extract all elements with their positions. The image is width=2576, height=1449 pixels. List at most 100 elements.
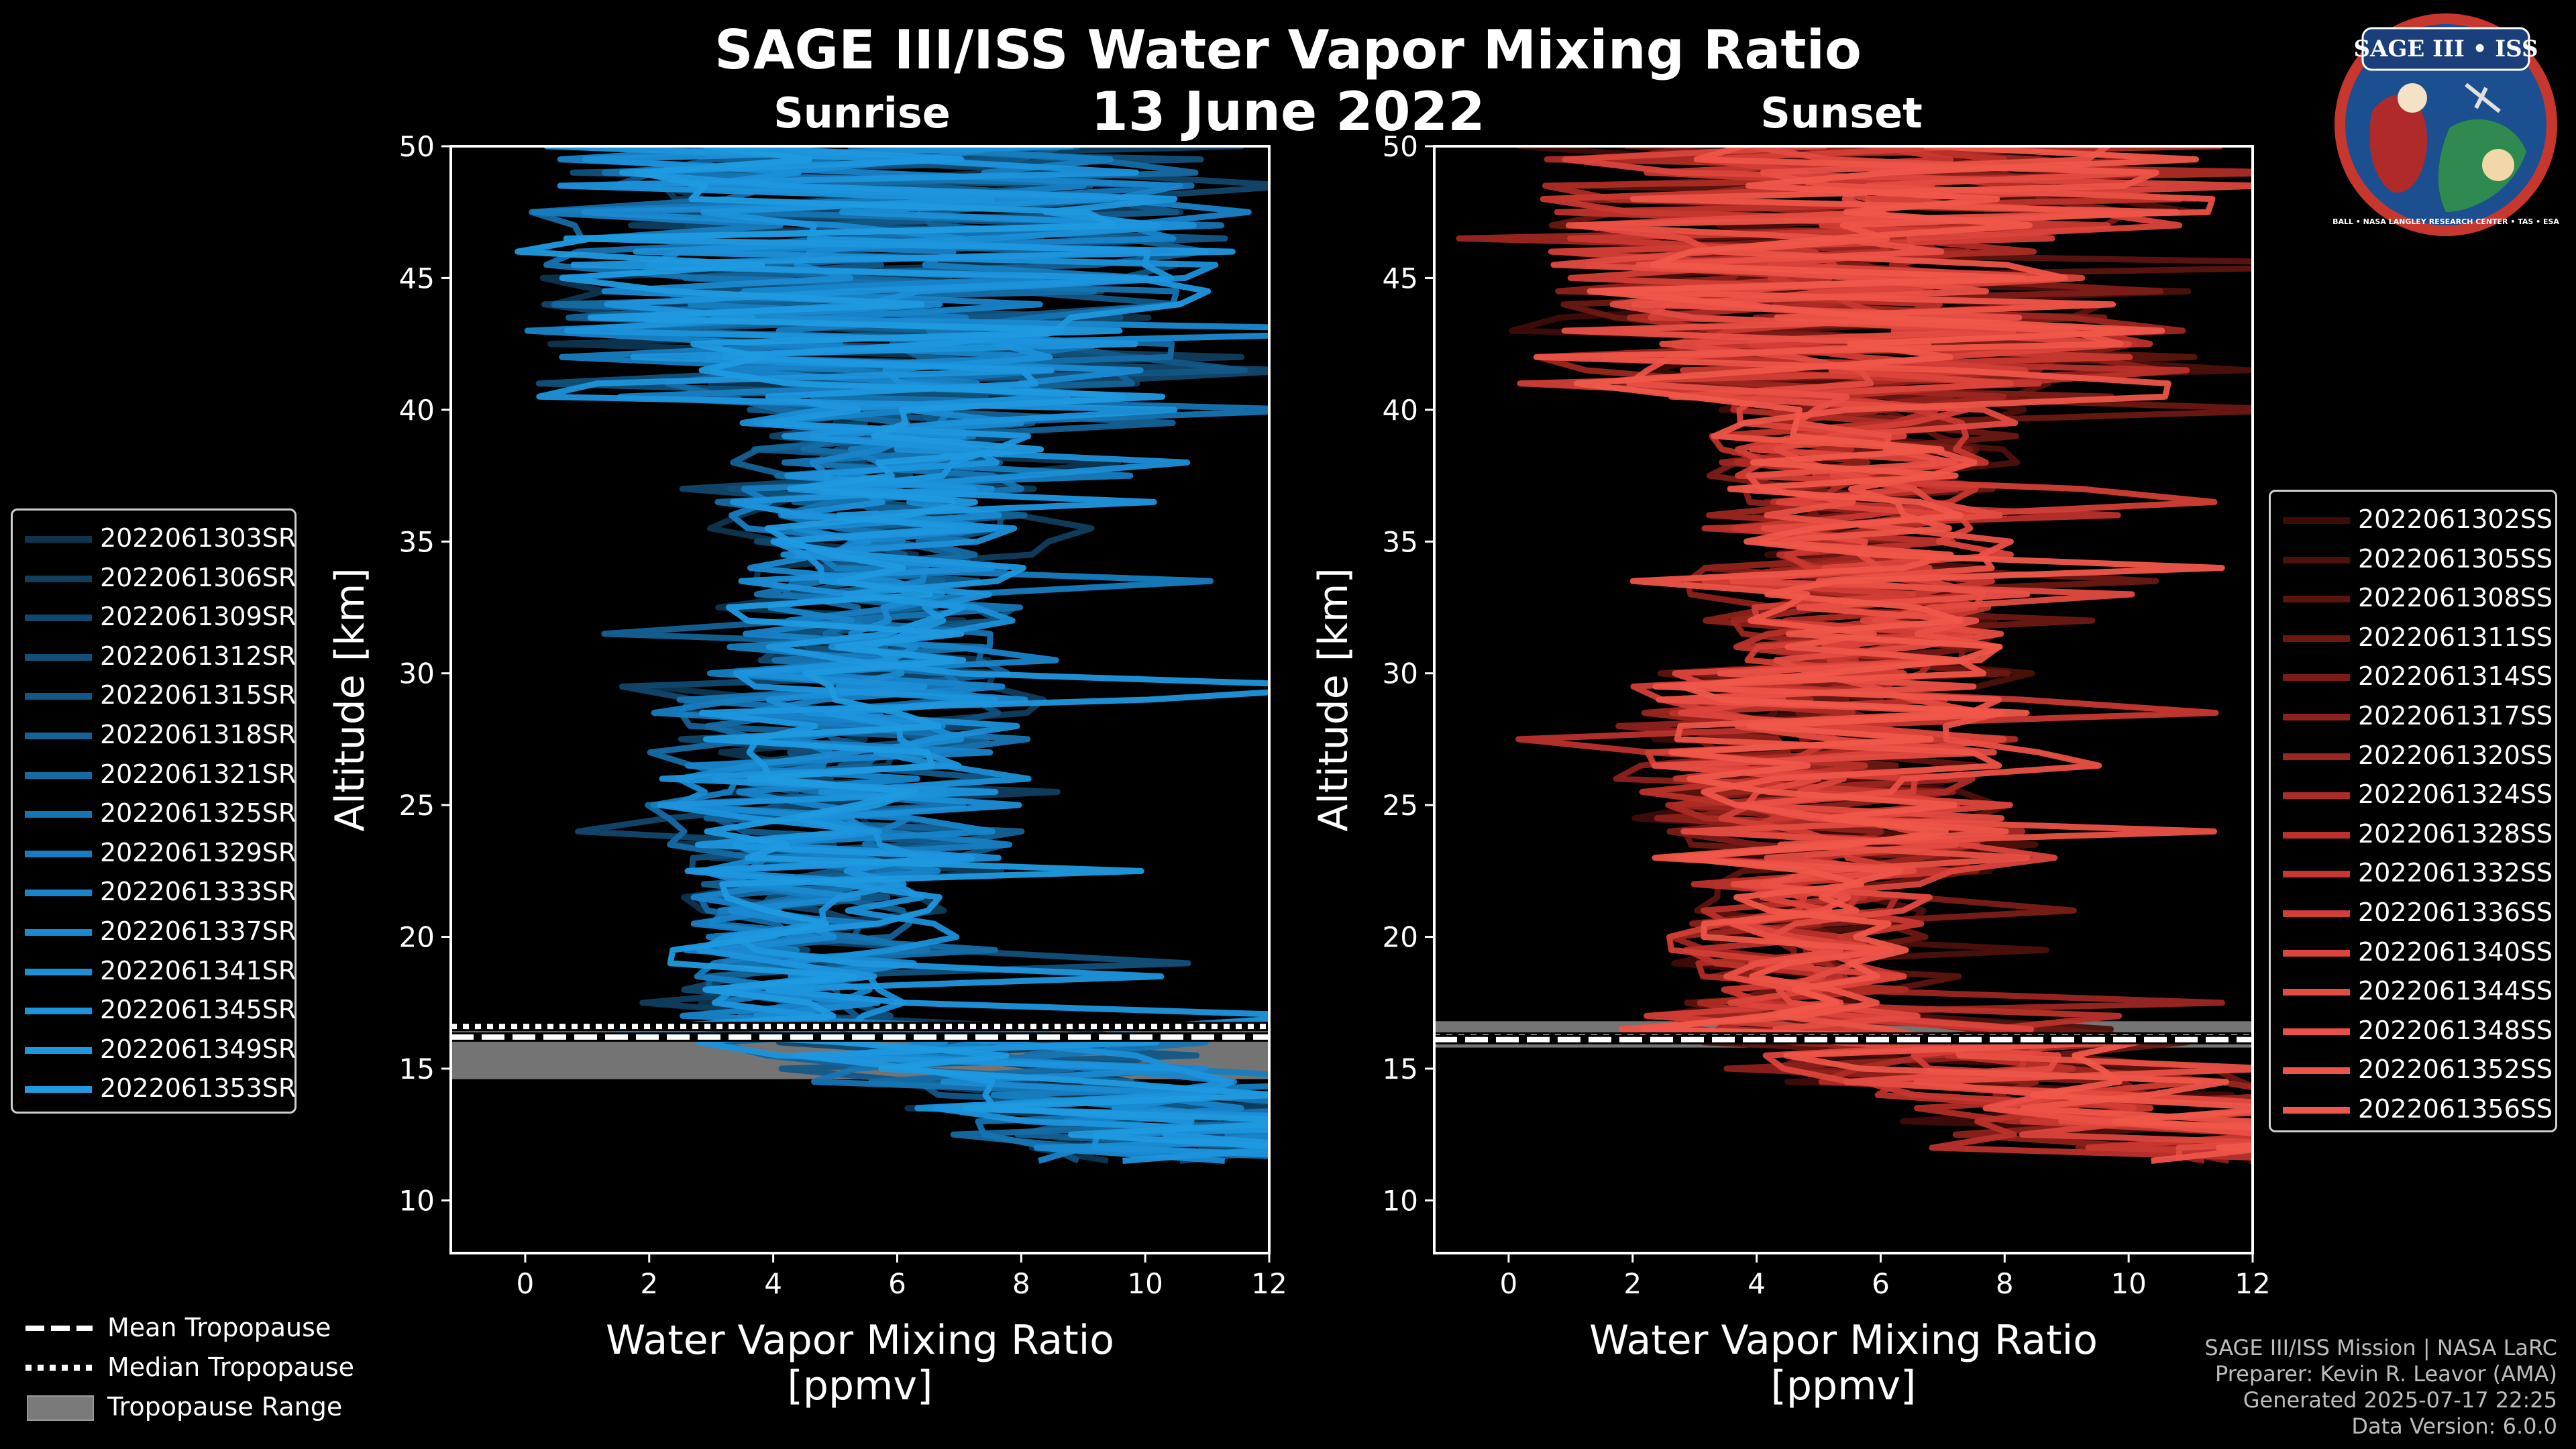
x-tick-label: 10 xyxy=(2110,1267,2146,1300)
legend-label: 2022061348SS xyxy=(2358,1015,2553,1045)
legend-label: 2022061315SR xyxy=(100,680,297,710)
legend-swatch xyxy=(25,850,92,857)
sunset-panel-title: Sunset xyxy=(1760,89,1923,138)
logo-ring-text: BALL • NASA LANGLEY RESEARCH CENTER • TA… xyxy=(2332,217,2559,226)
y-tick-label: 10 xyxy=(1383,1184,1418,1217)
legend-entry: 2022061306SR xyxy=(13,558,296,597)
legend-label: 2022061317SS xyxy=(2358,701,2553,731)
y-tick-label: 45 xyxy=(1383,262,1418,294)
legend-label: 2022061340SS xyxy=(2358,936,2553,967)
legend-entry: 2022061325SR xyxy=(13,794,296,833)
legend-swatch xyxy=(2283,714,2350,720)
sage-iss-mission-logo: SAGE III • ISS BALL • NASA LANGLEY RESEA… xyxy=(2332,13,2559,236)
legend-swatch xyxy=(25,693,92,700)
profile-line-2022061352SS xyxy=(1533,146,2253,1164)
legend-swatch xyxy=(2283,831,2350,839)
y-tick-label: 40 xyxy=(399,394,435,427)
legend-swatch xyxy=(2283,989,2350,996)
legend-label: Mean Tropopause xyxy=(107,1313,331,1342)
legend-swatch xyxy=(2283,1107,2350,1114)
x-axis-label: [ppmv] xyxy=(1771,1362,1917,1409)
footer-generated: Generated 2025-07-17 22:25 xyxy=(2243,1387,2557,1413)
legend-entry: 2022061353SR xyxy=(13,1069,296,1108)
y-tick-label: 45 xyxy=(399,262,435,294)
legend-swatch xyxy=(25,811,92,818)
legend-label: 2022061352SS xyxy=(2358,1055,2553,1085)
legend-tropopause-range: Tropopause Range xyxy=(20,1387,396,1426)
plot-area xyxy=(1434,146,2253,1164)
x-tick-label: 0 xyxy=(1500,1267,1518,1300)
legend-swatch xyxy=(2283,517,2350,524)
legend-entry: 2022061317SS xyxy=(2271,696,2555,735)
legend-swatch xyxy=(2283,910,2350,917)
x-tick-label: 2 xyxy=(1623,1267,1642,1300)
legend-entry: 2022061332SS xyxy=(2271,853,2555,892)
y-tick-label: 30 xyxy=(1383,657,1418,690)
legend-label: 2022061303SR xyxy=(100,523,297,553)
legend-label: 2022061341SR xyxy=(100,955,297,985)
x-tick-label: 2 xyxy=(640,1267,658,1300)
legend-swatch xyxy=(2283,635,2350,642)
legend-label: 2022061318SR xyxy=(100,720,297,749)
legend-label: 2022061328SS xyxy=(2358,818,2553,849)
legend-label: 2022061332SS xyxy=(2358,858,2553,888)
x-axis-label: Water Vapor Mixing Ratio xyxy=(606,1317,1114,1364)
legend-swatch xyxy=(25,929,92,936)
legend-entry: 2022061312SR xyxy=(13,637,297,676)
legend-swatch xyxy=(2283,871,2350,878)
legend-label: 2022061324SS xyxy=(2358,780,2553,810)
legend-label: 2022061329SR xyxy=(100,837,297,867)
legend-label: 2022061305SS xyxy=(2358,543,2553,574)
legend-swatch xyxy=(2283,674,2350,682)
legend-entry: 2022061320SS xyxy=(2271,736,2555,775)
x-axis-label: [ppmv] xyxy=(788,1362,933,1409)
profile-line-2022061353SR xyxy=(515,146,1269,1150)
legend-median-tropopause: Median Tropopause xyxy=(20,1348,396,1387)
y-axis-label: Altitude [km] xyxy=(327,568,374,832)
y-tick-label: 25 xyxy=(1383,789,1418,822)
chart-title: SAGE III/ISS Water Vapor Mixing Ratio xyxy=(714,19,1862,81)
x-tick-label: 4 xyxy=(1748,1267,1766,1300)
y-tick-label: 15 xyxy=(1383,1053,1418,1085)
profile-line-2022061333SR xyxy=(524,146,1269,1164)
legend-entry: 2022061345SR xyxy=(13,990,297,1029)
legend-entry: 2022061309SR xyxy=(13,597,297,636)
legend-swatch xyxy=(2283,596,2350,603)
legend-entry: 2022061321SR xyxy=(13,755,297,794)
legend-swatch xyxy=(25,614,92,622)
footer-mission: SAGE III/ISS Mission | NASA LaRC xyxy=(2204,1335,2557,1360)
sunset-legend: 2022061302SS 2022061305SS 2022061308SS 2022… xyxy=(2269,490,2557,1132)
chart-date: 13 June 2022 xyxy=(1091,80,1485,143)
legend-entry: 2022061302SS xyxy=(2271,500,2555,539)
legend-label: 2022061333SR xyxy=(100,877,297,907)
x-tick-label: 10 xyxy=(1127,1267,1163,1300)
legend-swatch xyxy=(25,968,92,975)
y-axis-label: Altitude [km] xyxy=(1310,568,1357,832)
legend-label: 2022061356SS xyxy=(2358,1094,2553,1124)
legend-entry: 2022061356SS xyxy=(2271,1089,2555,1128)
legend-swatch xyxy=(25,1086,92,1093)
legend-label: 2022061345SR xyxy=(100,995,297,1025)
legend-swatch xyxy=(25,575,92,582)
y-tick-label: 35 xyxy=(399,525,435,558)
legend-swatch xyxy=(25,1008,92,1015)
legend-swatch xyxy=(25,536,92,543)
legend-label: Tropopause Range xyxy=(107,1392,343,1421)
x-tick-label: 4 xyxy=(764,1267,782,1300)
sunrise-legend: 2022061303SR 2022061306SR 2022061309SR 2022… xyxy=(11,508,297,1114)
y-tick-label: 50 xyxy=(1383,130,1418,163)
dashed-line-swatch xyxy=(25,1326,93,1331)
x-tick-label: 12 xyxy=(2235,1267,2270,1300)
y-tick-label: 15 xyxy=(399,1053,435,1085)
legend-entry: 2022061340SS xyxy=(2271,932,2555,971)
x-tick-label: 6 xyxy=(1872,1267,1890,1300)
x-tick-label: 12 xyxy=(1251,1267,1287,1300)
legend-entry: 2022061337SR xyxy=(13,912,297,951)
legend-label: 2022061321SR xyxy=(100,759,297,789)
legend-label: 2022061312SR xyxy=(100,641,297,671)
plot-frame xyxy=(449,145,1271,1254)
legend-label: 2022061337SR xyxy=(100,916,297,946)
sunrise-panel-title: Sunrise xyxy=(773,89,951,138)
legend-label: 2022061309SR xyxy=(100,602,297,632)
